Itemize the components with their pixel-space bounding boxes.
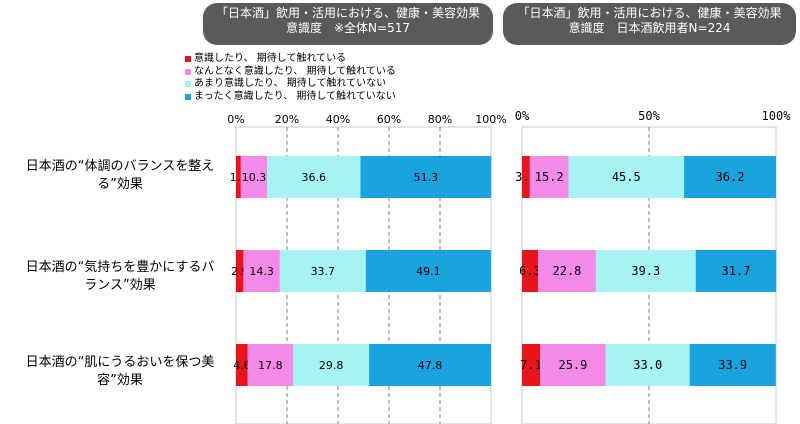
bar-segment — [568, 156, 685, 198]
category-label-line: 日本酒の“肌にうるおいを保つ美 — [25, 355, 215, 370]
data-label: 36.6 — [302, 171, 327, 184]
x-tick-label: 0% — [227, 113, 244, 126]
legend-item: まったく意識したり、 期待して触れていない — [185, 91, 396, 104]
bar-segment — [236, 250, 244, 292]
chart-title-drinkers-line1: 「日本酒」飲用・活用における、健康・美容効果 — [517, 6, 782, 20]
data-label: 33.0 — [633, 358, 662, 372]
bar-segment — [684, 156, 776, 198]
category-label-skin: 日本酒の“肌にうるおいを保つ美 容”効果 — [6, 354, 234, 390]
bar-segment — [236, 156, 241, 198]
data-label: 47.8 — [418, 359, 443, 372]
bar-segment — [522, 344, 541, 386]
category-label-balance: 日本酒の“体調のバランスを整え る”効果 — [6, 158, 234, 194]
legend-item: あまり意識したり、 期待して触れていない — [185, 78, 396, 91]
x-tick-label: 80% — [428, 113, 452, 126]
bar-segment — [365, 250, 491, 292]
legend-label: あまり意識したり、 期待して触れていない — [194, 78, 387, 89]
bar-segment — [605, 344, 690, 386]
data-label: 33.9 — [718, 358, 747, 372]
data-label: 14.3 — [249, 265, 274, 278]
data-label: 6.3 — [519, 264, 541, 278]
chart-title-overall: 「日本酒」飲用・活用における、健康・美容効果 意識度 ※全体N=517 — [203, 3, 493, 45]
bar-segment — [522, 156, 530, 198]
data-label: 51.3 — [414, 171, 439, 184]
data-label: 36.2 — [716, 170, 745, 184]
chart-title-drinkers: 「日本酒」飲用・活用における、健康・美容効果 意識度 日本酒飲用者N=224 — [503, 3, 796, 45]
data-label: 33.7 — [311, 265, 336, 278]
data-label: 25.9 — [558, 358, 587, 372]
chart-title-overall-line1: 「日本酒」飲用・活用における、健康・美容効果 — [215, 6, 480, 20]
category-label-line: 日本酒の“体調のバランスを整え — [25, 159, 215, 174]
bar-segment — [267, 156, 361, 198]
legend-swatch — [185, 81, 191, 88]
data-label: 4.6 — [233, 359, 251, 372]
data-label: 15.2 — [535, 170, 564, 184]
legend: 意識したり、 期待して触れている なんとなく意識したり、 期待して触れている あ… — [185, 53, 396, 103]
bar-segment — [695, 250, 777, 292]
legend-swatch — [185, 93, 191, 100]
bar-segment — [279, 250, 366, 292]
bar-segment — [240, 156, 268, 198]
data-label: 10.3 — [242, 171, 267, 184]
bar-segment — [243, 250, 280, 292]
legend-swatch — [185, 56, 191, 63]
data-label: 29.8 — [319, 359, 344, 372]
x-tick-label: 100% — [475, 113, 506, 126]
chart-title-overall-line2: 意識度 ※全体N=517 — [286, 21, 410, 35]
bar-segment — [529, 156, 569, 198]
data-label: 39.3 — [631, 264, 660, 278]
bar-segment — [236, 344, 248, 386]
legend-swatch — [185, 68, 191, 75]
bar-segment — [595, 250, 696, 292]
legend-item: 意識したり、 期待して触れている — [185, 53, 396, 66]
bar-segment — [247, 344, 294, 386]
data-label: 22.8 — [553, 264, 582, 278]
bar-segment — [360, 156, 492, 198]
data-label: 7.1 — [520, 358, 542, 372]
legend-label: なんとなく意識したり、 期待して触れている — [194, 65, 396, 77]
x-tick-label: 20% — [275, 113, 299, 126]
x-tick-label: 40% — [326, 113, 350, 126]
data-label: 31.7 — [722, 264, 751, 278]
bar-segment — [689, 344, 776, 386]
category-label-mood: 日本酒の“気持ちを豊かにするバ ランス”効果 — [6, 259, 234, 295]
data-label: 17.8 — [258, 359, 283, 372]
bar-segment — [369, 344, 491, 386]
bar-segment — [522, 250, 539, 292]
x-tick-label: 60% — [377, 113, 401, 126]
legend-label: 意識したり、 期待して触れている — [194, 53, 347, 64]
data-label: 45.5 — [612, 170, 641, 184]
bar-segment — [540, 344, 606, 386]
x-tick-label: 50% — [638, 109, 660, 123]
data-label: 49.1 — [416, 265, 441, 278]
category-label-line: 日本酒の“気持ちを豊かにするバ — [25, 260, 215, 275]
x-tick-label: 0% — [515, 109, 530, 123]
x-tick-label: 100% — [762, 109, 792, 123]
bar-segment — [293, 344, 370, 386]
category-label-line: る”効果 — [97, 177, 143, 192]
bar-segment — [538, 250, 596, 292]
chart-title-drinkers-line2: 意識度 日本酒飲用者N=224 — [568, 21, 731, 35]
legend-item: なんとなく意識したり、 期待して触れている — [185, 66, 396, 79]
category-label-line: 容”効果 — [97, 373, 143, 388]
category-label-line: ランス”効果 — [84, 278, 156, 293]
legend-label: まったく意識したり、 期待して触れていない — [194, 90, 396, 102]
